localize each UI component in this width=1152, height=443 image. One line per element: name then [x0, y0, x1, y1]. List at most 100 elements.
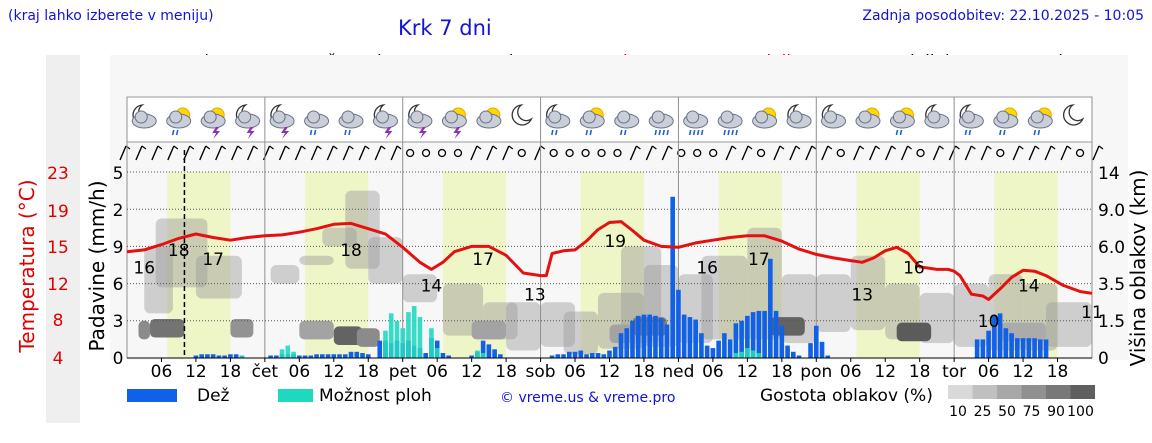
calm-circle [1075, 148, 1085, 158]
temperature-tick: 15 [47, 238, 69, 258]
barb-shaft [773, 145, 781, 161]
calm-circle [453, 148, 463, 158]
rain-bar [199, 354, 204, 358]
rain-bar [722, 333, 727, 358]
cloud-rain-icon [338, 110, 364, 136]
cloud-density-block [563, 311, 599, 355]
rain-bar [750, 312, 756, 358]
rain-bar [561, 354, 566, 358]
barb-flag [1034, 145, 1040, 150]
cloud-density-block [270, 265, 300, 284]
shower-bar [750, 350, 756, 358]
barb-shaft [390, 145, 398, 161]
cloud-height-tick: 1.5 [1098, 312, 1125, 332]
cloud-shape [410, 110, 424, 124]
calm-circle [565, 148, 574, 158]
temperature-label: 19 [604, 232, 626, 252]
legend-rain-label: Dež [197, 386, 230, 406]
cloud-shape [824, 110, 838, 124]
cloud-density-block [506, 302, 541, 351]
raindrop [723, 129, 726, 136]
last-updated: Zadnja posodobitev: 22.10.2025 - 10:05 [862, 8, 1144, 24]
rain-bar [595, 353, 601, 358]
rain-bar [992, 315, 997, 358]
shower-bar [475, 350, 480, 358]
barb-shaft [151, 145, 159, 161]
legend-rain-swatch [127, 389, 177, 402]
calm-circle [709, 148, 718, 158]
rain-bar [297, 355, 302, 358]
cloud-high-block [471, 320, 507, 340]
wind-barb-icon [613, 148, 622, 158]
wind-barb-icon [756, 148, 766, 158]
rain-bar [653, 315, 658, 358]
density-swatch [972, 385, 997, 399]
wind-barb-icon [486, 145, 498, 161]
cloud-shape [582, 110, 596, 124]
x-tick-label: 12 [874, 362, 896, 382]
calm-circle [549, 148, 558, 158]
calm-circle [836, 148, 845, 158]
cloud-shape [927, 110, 941, 124]
sun-cloud-rain-icon [1027, 107, 1053, 136]
raindrop [619, 129, 623, 136]
barb-flag [875, 145, 881, 150]
wind-barb-icon [1044, 145, 1056, 161]
cloud-shape [479, 110, 493, 124]
rain-bar [337, 354, 342, 358]
cloud-density-block [850, 255, 886, 331]
shower-bar [279, 349, 285, 358]
cloud-heavy-rain-icon [717, 110, 743, 136]
wind-barb-icon [916, 148, 925, 158]
barb-shaft [294, 145, 303, 161]
wind-barb-icon [278, 145, 290, 161]
rain-bar [808, 343, 813, 358]
wind-barb-icon [437, 148, 447, 158]
cloud-density-block [954, 283, 989, 347]
lightning [384, 127, 393, 139]
sun-cloud-thunder-icon [441, 107, 467, 139]
wind-barb-icon [517, 148, 526, 158]
cloud-height-tick: 14 [1098, 164, 1120, 184]
shower-bar [434, 348, 440, 358]
rain-bar [193, 355, 199, 358]
cloud-height-tick: 0 [1098, 349, 1109, 369]
temperature-line [126, 220, 1093, 301]
wind-barb-icon [199, 145, 211, 161]
wind-barb-icon [549, 148, 558, 158]
barb-shaft [215, 145, 223, 161]
barb-shaft [725, 145, 733, 161]
raindrop [589, 129, 593, 136]
shower-bar [400, 328, 406, 358]
barb-flag [955, 145, 960, 150]
wind-barb-icon [135, 145, 147, 161]
raindrop [692, 129, 696, 136]
cloud-high-block [333, 326, 363, 345]
rain-bar [670, 196, 675, 358]
rain-bar [268, 355, 273, 358]
sun-cloud-thunder-icon [200, 107, 226, 139]
rain-bar [762, 310, 767, 358]
temperature-tick: 8 [53, 311, 64, 331]
wind-barb-icon [326, 145, 338, 161]
cloud-shape [720, 110, 734, 124]
barb-shaft [119, 145, 127, 161]
sun-cloud-rain-icon [579, 107, 605, 136]
x-tick-label: 06 [426, 362, 448, 382]
wind-barb-icon [581, 148, 590, 158]
wind-barb-icon [167, 145, 179, 161]
density-level-label: 90 [1047, 404, 1065, 420]
wind-barb-icon [725, 145, 737, 161]
cloud-rain-icon [304, 110, 330, 136]
cloud-density-block [368, 237, 403, 284]
cloud-density-block [322, 227, 357, 247]
cloud-density-block [747, 227, 782, 340]
x-tick-label: 06 [978, 362, 1000, 382]
cloud-high-block [896, 322, 932, 342]
lightning [453, 127, 462, 139]
rain-bar [1043, 339, 1049, 358]
wind-barb-icon [183, 145, 195, 161]
x-tick-label: pet [389, 362, 417, 382]
cloud-shape [272, 110, 286, 124]
barb-shaft [1060, 145, 1068, 161]
